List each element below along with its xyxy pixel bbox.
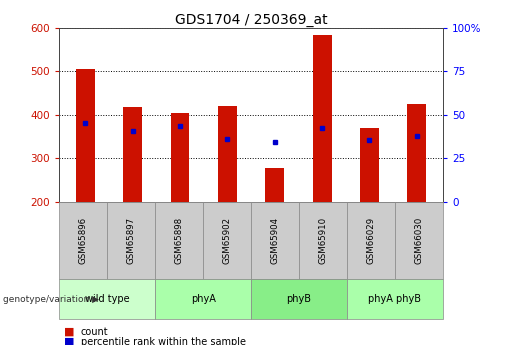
Text: ■: ■ [64,337,75,345]
Text: GSM65897: GSM65897 [127,217,135,264]
Text: GSM65910: GSM65910 [318,217,328,264]
Title: GDS1704 / 250369_at: GDS1704 / 250369_at [175,12,328,27]
Bar [407,104,426,202]
Bar [360,128,379,202]
Text: ■: ■ [64,327,75,337]
Text: GSM66029: GSM66029 [367,217,375,264]
Text: GSM65898: GSM65898 [175,217,184,264]
Text: GSM65896: GSM65896 [79,217,88,264]
Text: phyB: phyB [286,294,312,304]
Text: GSM65902: GSM65902 [222,217,232,264]
Text: GSM65904: GSM65904 [270,217,280,264]
Bar [123,107,142,202]
Text: GSM66030: GSM66030 [415,217,423,264]
Text: phyA: phyA [191,294,216,304]
Text: genotype/variation ▶: genotype/variation ▶ [3,295,98,304]
Bar [170,112,190,202]
Text: phyA phyB: phyA phyB [368,294,421,304]
Bar [76,69,95,202]
Text: percentile rank within the sample: percentile rank within the sample [81,337,246,345]
Text: count: count [81,327,109,337]
Text: wild type: wild type [85,294,129,304]
Bar [265,168,284,202]
Bar [313,36,332,202]
Bar [218,106,237,202]
